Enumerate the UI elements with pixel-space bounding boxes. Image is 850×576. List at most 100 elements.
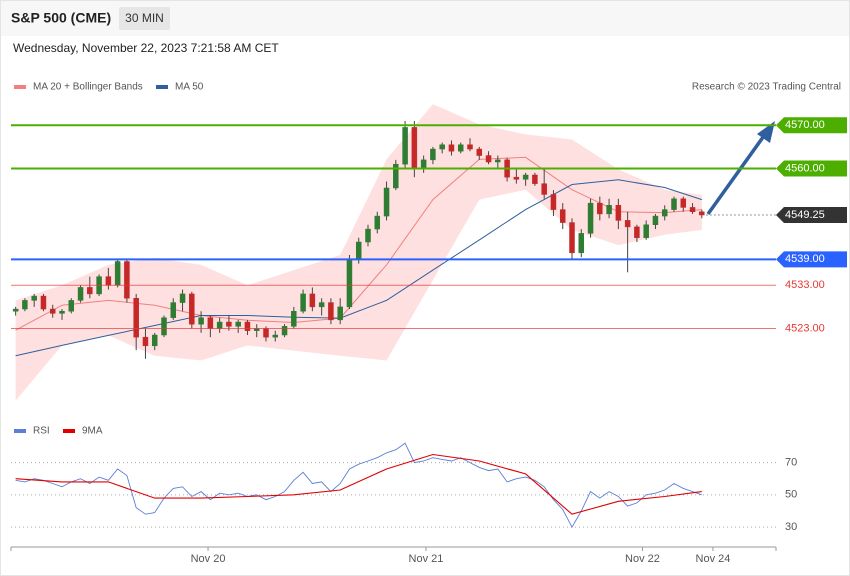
x-tick-label: Nov 24 [696,553,731,565]
level-tag [776,207,847,223]
candle-body [393,163,399,189]
candle-body [309,293,316,308]
candle-body [467,144,473,150]
level-label: 4533.00 [785,279,825,291]
candle-body [151,334,158,347]
candle-body [624,220,631,228]
title: S&P 500 (CME) [11,10,111,26]
candle-body [170,302,177,318]
candle-body [578,233,585,254]
series-line [15,442,702,529]
candle-body [541,183,547,195]
candle-body [495,159,501,163]
level-label: 4560.00 [785,162,825,174]
candle-body [661,209,668,217]
candle-body [179,293,186,303]
legend-swatch [14,85,26,89]
candle-body [87,287,93,295]
candle-body [40,295,47,310]
candle-body [606,205,612,215]
legend-swatch [156,85,168,89]
candle-body [244,321,251,331]
series-line [15,453,702,515]
candle-body [12,308,19,312]
candle-body [439,144,445,150]
candle-body [31,295,37,301]
candle-body [49,308,56,314]
candle-body [365,228,371,243]
candle-body [383,187,390,217]
candle-body [337,306,343,321]
level-label: 4539.00 [785,253,825,265]
level-label: 4570.00 [785,119,825,131]
candle-body [207,317,214,329]
candle-body [587,202,594,234]
x-tick-label: Nov 20 [191,553,226,565]
candle-body [133,297,139,338]
level-tag [776,251,847,268]
interval-box [119,7,170,30]
candle-body [550,194,557,210]
legend-label: RSI [33,426,50,437]
interval: 30 MIN [125,11,164,25]
candle-body [59,310,65,314]
candle-body [634,226,640,238]
candle-body [569,222,575,254]
candle-body [198,317,204,325]
candle-body [597,202,603,215]
moving-average [15,156,702,331]
level-tag [776,160,847,177]
timestamp: Wednesday, November 22, 2023 7:21:58 AM … [13,41,279,55]
candle-body [374,215,381,230]
level-label: 4549.25 [785,209,825,221]
candle-body [532,174,538,184]
candle-body [680,198,687,208]
moving-average [15,179,702,357]
candle-body [300,293,306,312]
candle-body [346,259,353,308]
main-layer [12,120,705,359]
candle-body [318,302,325,308]
candle-body [105,276,112,286]
candle-body [457,144,464,152]
candle-body [216,321,223,329]
candle-body [281,326,288,336]
candle-body [689,207,696,213]
candle-body [124,261,130,299]
candle-body [226,321,232,327]
candle-body [402,127,408,165]
forecast-arrow [706,131,768,216]
level-label: 4523.00 [785,322,825,334]
x-tick-label: Nov 22 [625,553,660,565]
candle-body [448,144,455,152]
candle-body [652,215,659,225]
forecast-arrow-head [757,121,775,143]
candle-body [142,336,149,347]
legend-swatch [14,429,26,433]
level-tag [776,117,847,134]
candle-body [430,148,436,161]
candle-body [522,174,529,180]
candle-body [671,198,677,210]
candle-body [355,241,362,260]
candle-body [77,287,84,301]
candle-body [189,293,195,325]
candle-body [114,261,121,286]
legend-label: MA 20 + Bollinger Bands [33,82,143,93]
candle-body [485,155,492,163]
candle-body [272,334,279,338]
legend-swatch [63,429,75,433]
y-tick-label: 50 [785,489,797,501]
candle-body [22,300,28,310]
y-tick-label: 70 [785,456,797,468]
candle-body [328,302,334,321]
candle-body [291,310,297,327]
candle-body [420,159,427,169]
candle-body [161,317,167,336]
y-tick-label: 30 [785,521,797,533]
candle-body [643,224,649,238]
candle-body [699,211,705,216]
candle-body [68,300,75,312]
candle-body [615,205,622,221]
